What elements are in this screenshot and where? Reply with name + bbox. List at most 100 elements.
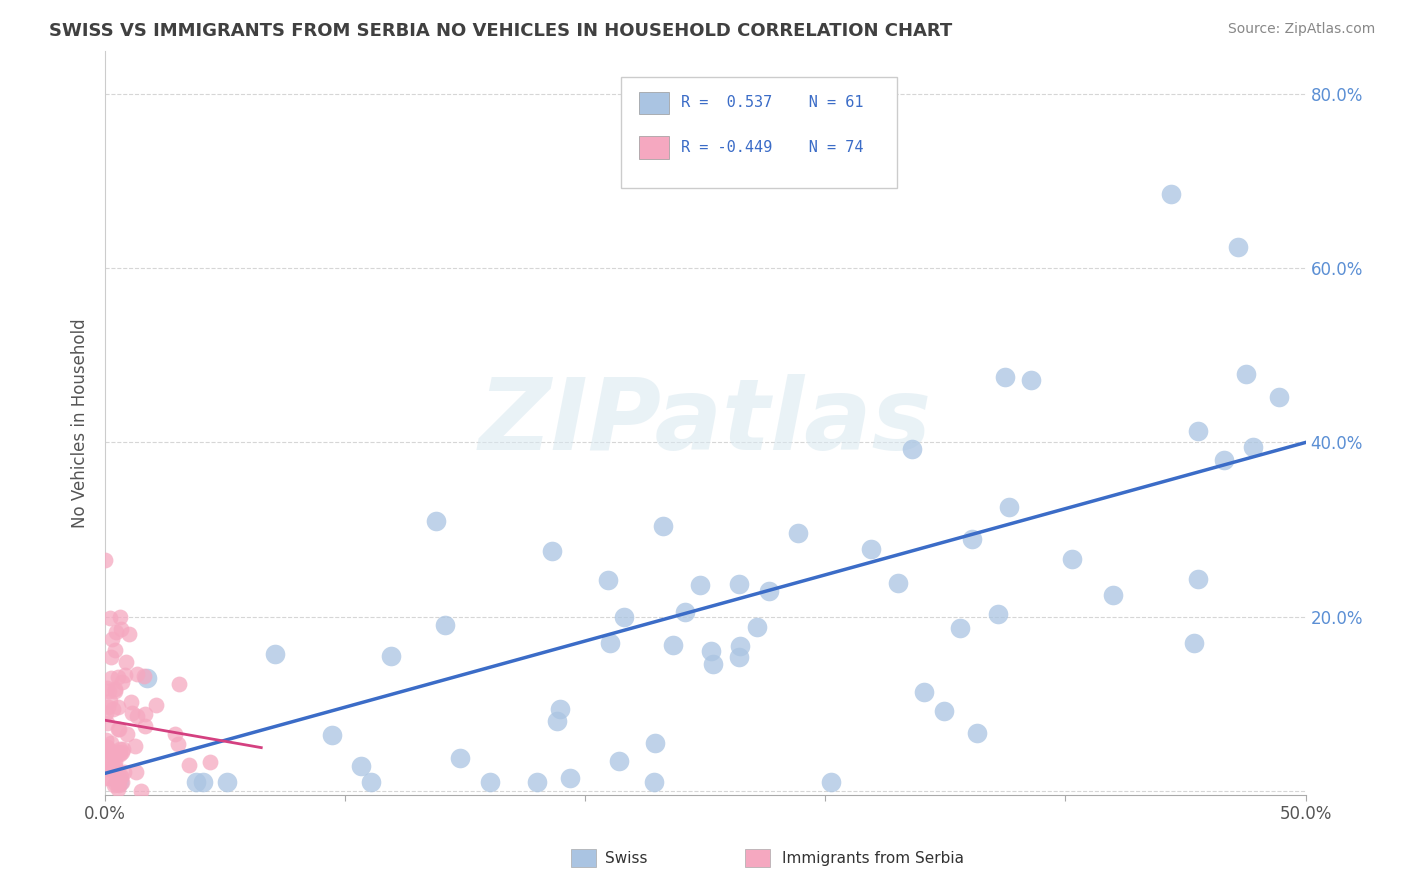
- Point: [1182, 636, 1205, 650]
- Point: [727, 577, 749, 591]
- Point: [728, 649, 751, 664]
- Point: [1187, 572, 1209, 586]
- Point: [264, 648, 287, 662]
- Point: [124, 739, 146, 753]
- Point: [101, 763, 124, 777]
- Point: [104, 745, 127, 759]
- Point: [887, 576, 910, 591]
- Point: [558, 771, 581, 785]
- Point: [449, 751, 471, 765]
- Point: [548, 701, 571, 715]
- Point: [118, 627, 141, 641]
- Point: [689, 578, 711, 592]
- Point: [96, 739, 118, 754]
- Text: SWISS VS IMMIGRANTS FROM SERBIA NO VEHICLES IN HOUSEHOLD CORRELATION CHART: SWISS VS IMMIGRANTS FROM SERBIA NO VEHIC…: [49, 22, 952, 40]
- Point: [96, 733, 118, 747]
- Point: [673, 605, 696, 619]
- Point: [98, 772, 121, 786]
- Point: [121, 706, 143, 720]
- Point: [100, 757, 122, 772]
- Point: [702, 657, 724, 671]
- Point: [730, 639, 752, 653]
- Point: [613, 610, 636, 624]
- Point: [115, 655, 138, 669]
- Point: [111, 674, 134, 689]
- Point: [1019, 373, 1042, 387]
- Point: [215, 775, 238, 789]
- Point: [100, 736, 122, 750]
- Point: [94, 741, 117, 756]
- Point: [101, 702, 124, 716]
- Point: [651, 518, 673, 533]
- Point: [103, 681, 125, 696]
- Point: [820, 775, 842, 789]
- Point: [198, 755, 221, 769]
- Point: [97, 683, 120, 698]
- Point: [103, 643, 125, 657]
- Point: [127, 709, 149, 723]
- Text: Source: ZipAtlas.com: Source: ZipAtlas.com: [1227, 22, 1375, 37]
- Text: R = -0.449    N = 74: R = -0.449 N = 74: [682, 140, 863, 155]
- Point: [960, 532, 983, 546]
- Point: [98, 745, 121, 759]
- Point: [110, 622, 132, 636]
- Point: [134, 718, 156, 732]
- Point: [108, 742, 131, 756]
- FancyBboxPatch shape: [621, 77, 897, 188]
- Point: [758, 583, 780, 598]
- Point: [912, 685, 935, 699]
- Point: [1268, 390, 1291, 404]
- Point: [96, 681, 118, 695]
- Text: □: □: [574, 848, 593, 868]
- Point: [127, 667, 149, 681]
- Point: [745, 620, 768, 634]
- Point: [104, 684, 127, 698]
- Point: [526, 775, 548, 789]
- Point: [108, 746, 131, 760]
- Point: [112, 765, 135, 780]
- Point: [112, 741, 135, 756]
- Point: [107, 723, 129, 737]
- Point: [987, 607, 1010, 621]
- Point: [184, 775, 207, 789]
- Point: [607, 754, 630, 768]
- Point: [94, 706, 117, 720]
- Point: [321, 728, 343, 742]
- Point: [120, 695, 142, 709]
- Point: [786, 526, 808, 541]
- Point: [100, 672, 122, 686]
- Point: [110, 747, 132, 762]
- Point: [1062, 552, 1084, 566]
- Point: [1102, 588, 1125, 602]
- Point: [166, 737, 188, 751]
- Text: ZIPatlas: ZIPatlas: [479, 375, 932, 471]
- Point: [135, 671, 157, 685]
- Point: [994, 370, 1017, 384]
- Point: [107, 769, 129, 783]
- Point: [101, 756, 124, 771]
- Point: [599, 636, 621, 650]
- Point: [108, 722, 131, 736]
- Point: [1212, 453, 1234, 467]
- Point: [94, 772, 117, 786]
- Point: [107, 782, 129, 797]
- Point: [434, 618, 457, 632]
- Point: [934, 704, 956, 718]
- Point: [114, 668, 136, 682]
- Point: [107, 776, 129, 790]
- Text: □: □: [749, 848, 769, 868]
- Point: [1241, 440, 1264, 454]
- Point: [96, 716, 118, 731]
- Point: [596, 573, 619, 587]
- Point: [541, 544, 564, 558]
- Point: [349, 759, 371, 773]
- Point: [546, 714, 568, 728]
- Point: [1187, 424, 1209, 438]
- Point: [111, 775, 134, 789]
- Point: [966, 725, 988, 739]
- Point: [179, 757, 201, 772]
- Point: [103, 759, 125, 773]
- Point: [860, 541, 883, 556]
- Point: [111, 745, 134, 759]
- Text: R =  0.537    N = 61: R = 0.537 N = 61: [682, 95, 863, 111]
